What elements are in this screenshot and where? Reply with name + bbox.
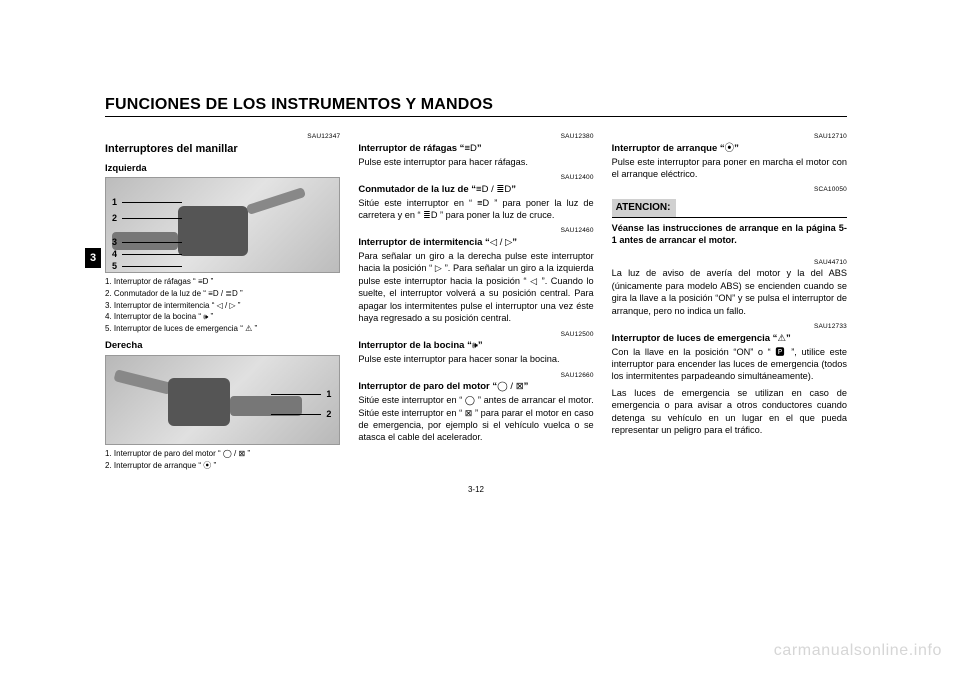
manual-page: FUNCIONES DE LOS INSTRUMENTOS Y MANDOS 3… [105,96,847,636]
para-block: Interruptor de ráfagas “≡D” [358,142,593,156]
body-text: Con la llave en la posición “ON” o “ 🅿 ”… [612,346,847,383]
para-title: Conmutador de la luz de “≡D / ≣D” [358,184,516,195]
caption-item: 4. Interruptor de la bocina “ 🕪 ” [105,311,340,323]
callout-num: 2 [112,212,117,224]
caption-item: 1. Interruptor de paro del motor “ ◯ / ⊠… [105,448,340,460]
ref-code: SAU44710 [612,259,847,268]
hazard-icon: ⚠ [777,333,786,344]
body-text: Sitúe este interruptor en “ ◯ ” antes de… [358,394,593,444]
section-heading: Interruptores del manillar [105,142,340,157]
callout-num: 4 [112,248,117,260]
page-title: FUNCIONES DE LOS INSTRUMENTOS Y MANDOS [105,96,847,117]
para-block: Interruptor de arranque “⦿” [612,142,847,156]
engine-stop-icon: ◯ / ⊠ [497,381,524,392]
ref-code: SAU12460 [358,227,593,236]
para-block: Conmutador de la luz de “≡D / ≣D” [358,183,593,197]
callout-num: 1 [326,388,331,400]
ref-code: SCA10050 [612,186,847,195]
column-1: SAU12347 Interruptores del manillar Izqu… [105,127,340,475]
para-title: Interruptor de ráfagas “≡D” [358,143,481,154]
column-3: SAU12710 Interruptor de arranque “⦿” Pul… [612,127,847,475]
para-block: Interruptor de la bocina “🕪” [358,339,593,353]
body-text: Pulse este interruptor para hacer sonar … [358,353,593,365]
ref-code: SAU12400 [358,174,593,183]
high-beam-flash-icon: ≡D [464,143,476,154]
callout-num: 3 [112,236,117,248]
ref-code: SAU12660 [358,372,593,381]
para-block: Interruptor de luces de emergencia “⚠” [612,332,847,346]
caption-item: 3. Interruptor de intermitencia “ ◁ / ▷ … [105,300,340,312]
caution-text: Véanse las instrucciones de arranque en … [612,222,847,247]
caption-item: 2. Interruptor de arranque “ ⦿ ” [105,460,340,472]
sub-heading-left: Izquierda [105,163,340,176]
para-title: Interruptor de intermitencia “◁ / ▷” [358,237,517,248]
caution-label: ATENCION: [612,199,677,217]
ref-code: SAU12500 [358,331,593,340]
para-block: Interruptor de paro del motor “◯ / ⊠” [358,380,593,394]
content-columns: SAU12347 Interruptores del manillar Izqu… [105,127,847,475]
illustration-right-handlebar: 1 2 [105,355,340,445]
caption-list-left: 1. Interruptor de ráfagas “ ≡D ” 2. Conm… [105,276,340,334]
caption-item: 1. Interruptor de ráfagas “ ≡D ” [105,276,340,288]
body-text: Sitúe este interruptor en “ ≡D ” para po… [358,197,593,222]
callout-num: 5 [112,260,117,272]
para-title: Interruptor de luces de emergencia “⚠” [612,333,791,344]
body-text: Para señalar un giro a la derecha pulse … [358,250,593,325]
ref-code: SAU12347 [105,133,340,142]
body-text: Pulse este interruptor para poner en mar… [612,156,847,181]
callout-num: 2 [326,408,331,420]
ref-code: SAU12733 [612,323,847,332]
caption-item: 2. Conmutador de la luz de “ ≡D / ≣D ” [105,288,340,300]
column-2: SAU12380 Interruptor de ráfagas “≡D” Pul… [358,127,593,475]
caption-item: 5. Interruptor de luces de emergencia “ … [105,323,340,335]
para-title: Interruptor de la bocina “🕪” [358,340,482,351]
turn-signal-icon: ◁ / ▷ [490,237,513,248]
callout-num: 1 [112,196,117,208]
page-number: 3-12 [105,485,847,494]
ref-code: SAU12710 [612,133,847,142]
starter-icon: ⦿ [725,143,735,154]
ref-code: SAU12380 [358,133,593,142]
para-title: Interruptor de paro del motor “◯ / ⊠” [358,381,528,392]
headlight-dimmer-icon: ≡D / ≣D [476,184,511,195]
para-block: Interruptor de intermitencia “◁ / ▷” [358,236,593,250]
sub-heading-right: Derecha [105,340,340,353]
para-title: Interruptor de arranque “⦿” [612,143,739,154]
watermark: carmanualsonline.info [774,642,942,660]
body-text: Pulse este interruptor para hacer ráfaga… [358,156,593,168]
caution-underline [612,217,847,218]
caption-list-right: 1. Interruptor de paro del motor “ ◯ / ⊠… [105,448,340,471]
body-text: Las luces de emergencia se utilizan en c… [612,387,847,437]
illustration-left-handlebar: 1 2 3 4 5 [105,177,340,273]
body-text: La luz de aviso de avería del motor y la… [612,267,847,317]
chapter-tab: 3 [85,248,101,268]
